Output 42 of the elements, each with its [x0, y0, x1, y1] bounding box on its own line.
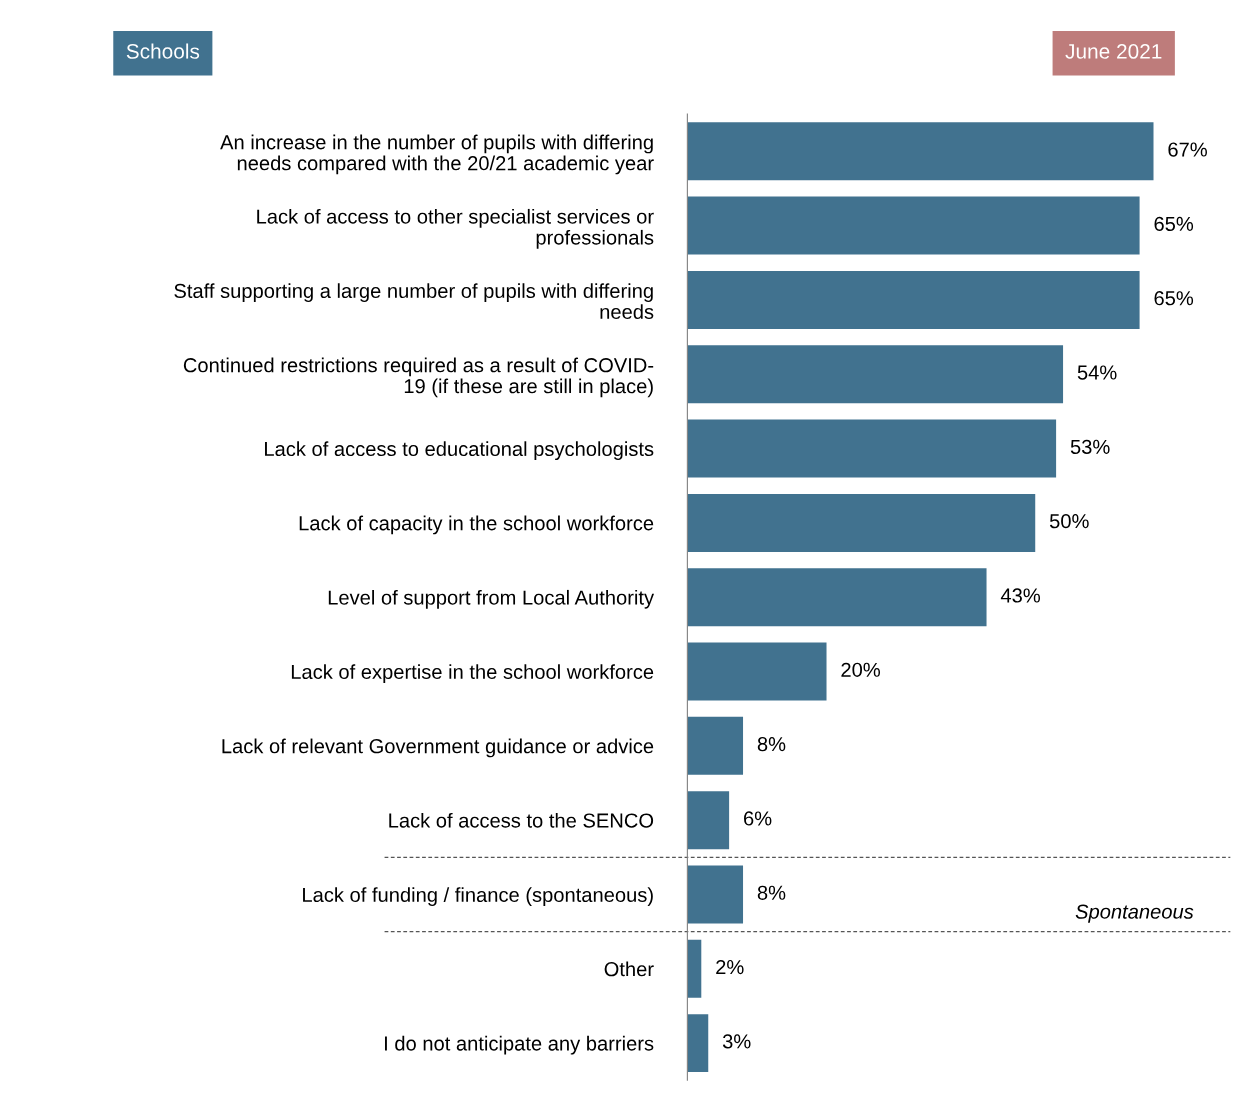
bar	[687, 270, 1140, 329]
bar	[687, 122, 1154, 181]
text: Schools	[126, 43, 200, 59]
bar	[687, 419, 1057, 478]
data-label: 67%	[1168, 142, 1207, 157]
data-label: 8%	[757, 885, 786, 900]
bar	[687, 642, 827, 701]
data-label: 54%	[1077, 365, 1117, 380]
y-tick-label: Lack of access to the SENCO	[389, 812, 654, 828]
y-tick-label: Staff supporting a large number of pupils with differing needs	[174, 283, 654, 319]
y-tick-label: An increase in the number of pupils with differing needs compared with the 20/21 academic year	[220, 134, 654, 175]
y-tick-label: Lack of funding / finance (spontaneous)	[303, 887, 653, 906]
y-tick-label: Lack of expertise in the school workforce	[291, 664, 654, 684]
y-tick-label: Lack of access to educational psychologists	[265, 441, 654, 461]
y-tick-label: Continued restrictions required as a result of COVID- 19 (if these are still in place)	[183, 357, 654, 398]
bar	[687, 791, 730, 850]
y-tick-label: Lack of capacity in the school workforce	[299, 515, 654, 535]
bar	[687, 568, 987, 627]
data-label: 3%	[722, 1034, 751, 1049]
y-tick-label: Other	[604, 961, 654, 977]
bar	[687, 865, 744, 924]
bar	[687, 1014, 709, 1073]
annotation: Spontaneous	[1075, 904, 1194, 923]
bar	[687, 196, 1140, 255]
y-tick-label: Lack of relevant Government guidance or advice	[222, 738, 654, 758]
data-label: 20%	[841, 662, 880, 677]
data-label: 53%	[1070, 439, 1110, 454]
bar	[687, 716, 744, 775]
data-label: 65%	[1154, 291, 1194, 306]
data-label: 43%	[1000, 588, 1041, 603]
bar	[687, 939, 702, 998]
data-label: 2%	[716, 959, 744, 975]
y-tick-label: Level of support from Local Authority	[328, 589, 655, 609]
y-tick-label: I do not anticipate any barriers	[385, 1035, 654, 1055]
y-tick-label: Lack of access to other specialist services or professionals	[257, 208, 654, 249]
chart-subtitle: June 2021	[1065, 44, 1162, 59]
bar	[687, 493, 1036, 552]
data-label: 50%	[1049, 514, 1089, 529]
data-label: 8%	[757, 737, 786, 752]
bar	[687, 345, 1064, 404]
data-label: 6%	[744, 811, 772, 826]
data-label: 65%	[1154, 216, 1194, 232]
